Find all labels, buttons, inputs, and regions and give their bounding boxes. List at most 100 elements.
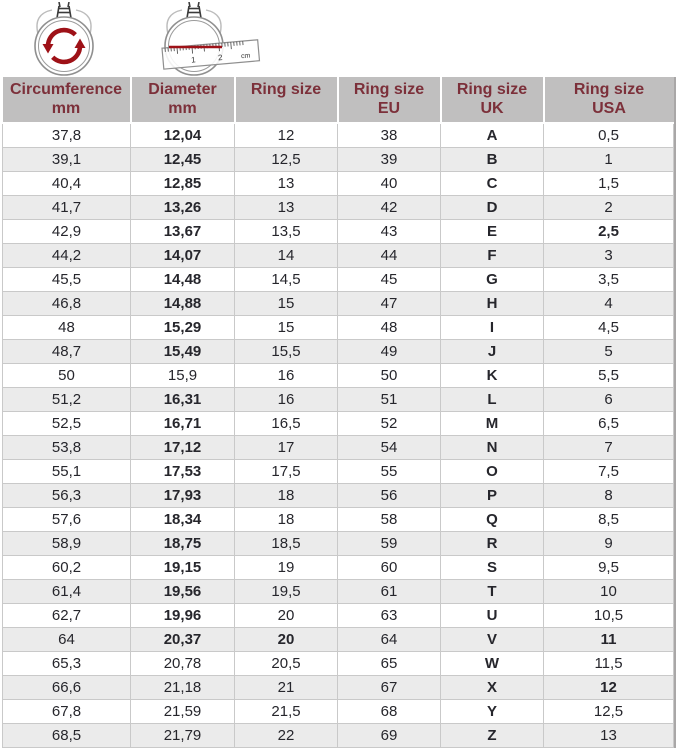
cell: 16,71	[130, 411, 235, 436]
cell: Y	[440, 699, 544, 724]
cell: 45	[337, 267, 441, 292]
cell: 14,5	[234, 267, 338, 292]
cell: K	[440, 363, 544, 388]
ruler-label-cm: cm	[241, 53, 251, 61]
cell: 45,5	[2, 267, 131, 292]
table-row: 55,1 17,53 17,5 55 O 7,5	[2, 459, 674, 484]
cell: 17,5	[234, 459, 338, 484]
cell: 6	[543, 387, 674, 412]
cell: 17,53	[130, 459, 235, 484]
cell: 15,29	[130, 315, 235, 340]
cell: 2,5	[543, 219, 674, 244]
cell: 47	[337, 291, 441, 316]
cell: 44,2	[2, 243, 131, 268]
cell: 6,5	[543, 411, 674, 436]
table-row: 68,5 21,79 22 69 Z 13	[2, 723, 674, 748]
cell: 5,5	[543, 363, 674, 388]
cell: 65,3	[2, 651, 131, 676]
cell: 67	[337, 675, 441, 700]
cell: 13	[234, 195, 338, 220]
cell: 11,5	[543, 651, 674, 676]
cell: 53,8	[2, 435, 131, 460]
cell: 9	[543, 531, 674, 556]
cell: 44	[337, 243, 441, 268]
cell: 16	[234, 387, 338, 412]
cell: 14,88	[130, 291, 235, 316]
ring-size-table-wrap: Circumference mm Diameter mm Ring size Ring s…	[2, 77, 674, 748]
cell: 20	[234, 627, 338, 652]
cell: 15,49	[130, 339, 235, 364]
cell: 1,5	[543, 171, 674, 196]
cell: D	[440, 195, 544, 220]
table-row: 56,3 17,93 18 56 P 8	[2, 483, 674, 508]
cell: L	[440, 387, 544, 412]
cell: 64	[2, 627, 131, 652]
cell: 18	[234, 483, 338, 508]
cell: 68	[337, 699, 441, 724]
cell: 19,15	[130, 555, 235, 580]
table-row: 48 15,29 15 48 I 4,5	[2, 315, 674, 340]
cell: 43	[337, 219, 441, 244]
column-header-ring-size-eu: Ring size EU	[336, 77, 441, 124]
cell: 1	[543, 147, 674, 172]
cell: 13,26	[130, 195, 235, 220]
cell: T	[440, 579, 544, 604]
table-row: 44,2 14,07 14 44 F 3	[2, 243, 674, 268]
table-row: 50 15,9 16 50 K 5,5	[2, 363, 674, 388]
ring-diameter-icon: 1 2 cm	[161, 2, 261, 76]
cell: 16,5	[234, 411, 338, 436]
table-row: 52,5 16,71 16,5 52 M 6,5	[2, 411, 674, 436]
column-header-ring-size: Ring size	[233, 77, 338, 124]
cell: 22	[234, 723, 338, 748]
cell: 15,5	[234, 339, 338, 364]
cell: W	[440, 651, 544, 676]
cell: 3,5	[543, 267, 674, 292]
cell: R	[440, 531, 544, 556]
cell: 60,2	[2, 555, 131, 580]
cell: 55	[337, 459, 441, 484]
table-header-row: Circumference mm Diameter mm Ring size Ring s…	[2, 77, 674, 124]
ring-circumference-icon	[34, 2, 94, 76]
cell: X	[440, 675, 544, 700]
cell: 56,3	[2, 483, 131, 508]
column-header-ring-size-usa: Ring size USA	[542, 77, 674, 124]
column-header-diameter-mm: Diameter mm	[129, 77, 235, 124]
cell: Z	[440, 723, 544, 748]
cell: 49	[337, 339, 441, 364]
cell: 13,5	[234, 219, 338, 244]
cell: 15,9	[130, 363, 235, 388]
cell: 7	[543, 435, 674, 460]
cell: 62,7	[2, 603, 131, 628]
cell: 46,8	[2, 291, 131, 316]
cell: H	[440, 291, 544, 316]
cell: 51,2	[2, 387, 131, 412]
cell: 37,8	[2, 122, 131, 148]
table-row: 39,1 12,45 12,5 39 B 1	[2, 147, 674, 172]
cell: 4,5	[543, 315, 674, 340]
cell: 20,5	[234, 651, 338, 676]
ruler-label-2: 2	[218, 53, 224, 62]
table-row: 41,7 13,26 13 42 D 2	[2, 195, 674, 220]
cell: 63	[337, 603, 441, 628]
cell: 58,9	[2, 531, 131, 556]
cell: 18,5	[234, 531, 338, 556]
cell: 38	[337, 122, 441, 148]
cell: C	[440, 171, 544, 196]
cell: 39	[337, 147, 441, 172]
cell: 40,4	[2, 171, 131, 196]
cell: E	[440, 219, 544, 244]
cell: 50	[337, 363, 441, 388]
cell: V	[440, 627, 544, 652]
cell: 19,96	[130, 603, 235, 628]
table-row: 64 20,37 20 64 V 11	[2, 627, 674, 652]
cell: 56	[337, 483, 441, 508]
cell: 39,1	[2, 147, 131, 172]
cell: 12,45	[130, 147, 235, 172]
cell: 65	[337, 651, 441, 676]
cell: 12,5	[543, 699, 674, 724]
table-row: 53,8 17,12 17 54 N 7	[2, 435, 674, 460]
cell: 15	[234, 315, 338, 340]
cell: 4	[543, 291, 674, 316]
cell: 57,6	[2, 507, 131, 532]
